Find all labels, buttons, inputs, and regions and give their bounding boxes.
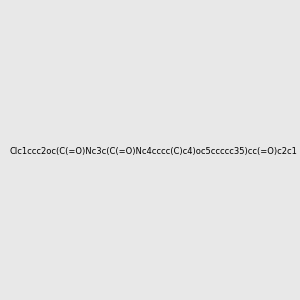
Text: Clc1ccc2oc(C(=O)Nc3c(C(=O)Nc4cccc(C)c4)oc5ccccc35)cc(=O)c2c1: Clc1ccc2oc(C(=O)Nc3c(C(=O)Nc4cccc(C)c4)o… [10,147,298,156]
